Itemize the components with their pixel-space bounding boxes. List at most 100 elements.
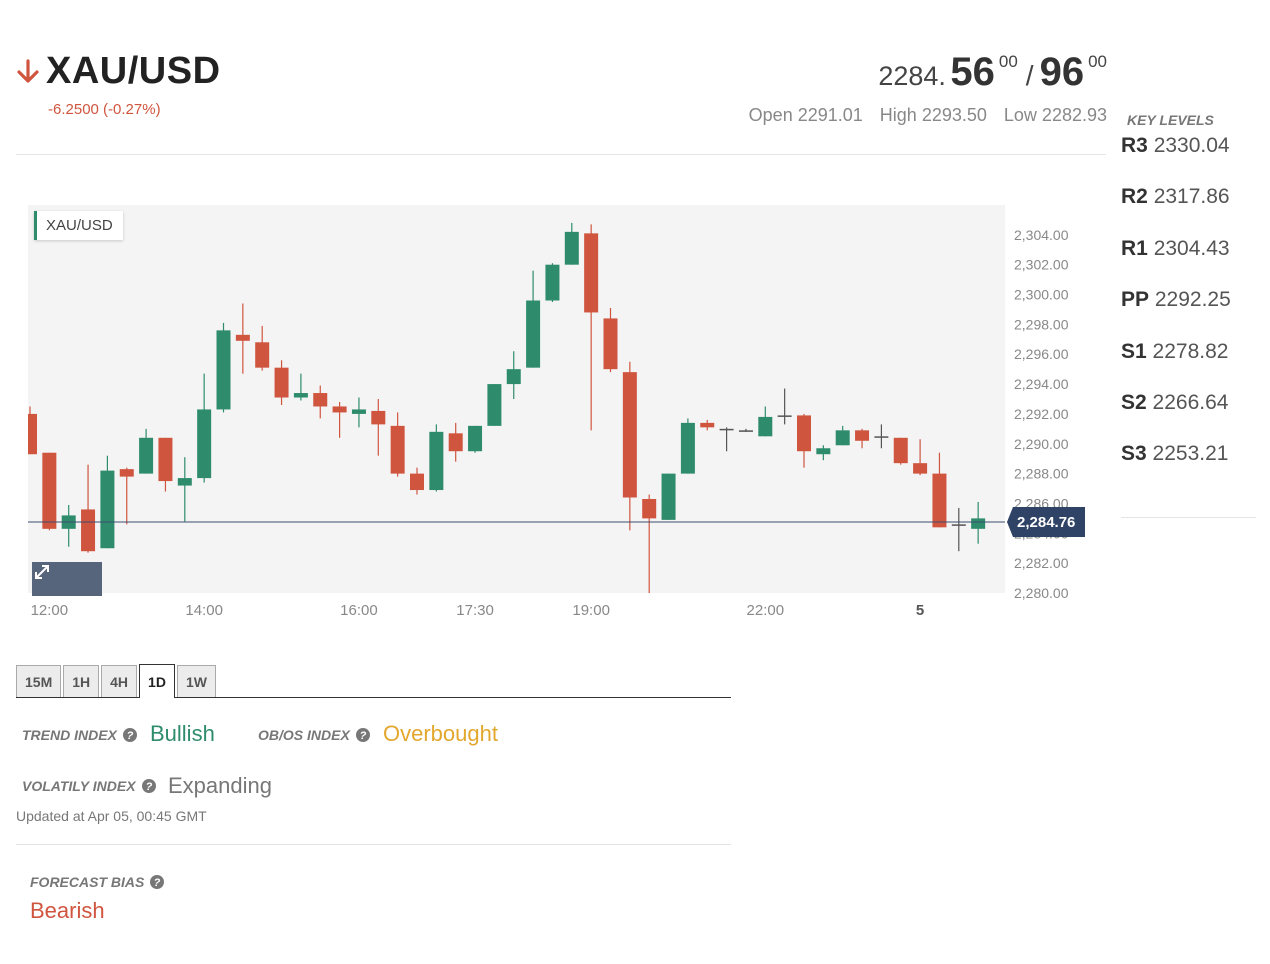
candle-body: [622, 372, 637, 498]
candle-body: [139, 437, 154, 474]
candle-body: [719, 428, 734, 431]
price-chart[interactable]: 2,280.002,282.002,284.002,286.002,288.00…: [28, 205, 1088, 620]
symbol-title: XAU/USD: [46, 50, 221, 92]
price-quote: 2284. 56 00/96 00: [878, 50, 1107, 95]
key-level-value: 2266.64: [1152, 390, 1229, 414]
symbol-header: XAU/USD: [16, 50, 221, 93]
chart-symbol-label: XAU/USD: [34, 211, 123, 240]
key-levels-panel: KEY LEVELS R3 2330.04 R2 2317.86 R1 2304.4…: [1121, 112, 1256, 493]
candle-body: [835, 430, 850, 446]
price-change: -6.2500 (-0.27%): [48, 101, 161, 118]
x-tick-label: 5: [916, 602, 924, 619]
candlestick-chart[interactable]: 2,280.002,282.002,284.002,286.002,288.00…: [28, 205, 1088, 620]
candle-body: [584, 233, 599, 313]
candle-body: [603, 318, 618, 370]
tab-1h[interactable]: 1H: [63, 665, 100, 697]
key-level-label: R1: [1121, 236, 1148, 260]
candle-body: [893, 437, 908, 464]
ask-price-fraction: 00: [1088, 52, 1107, 71]
key-level-label: S2: [1121, 390, 1147, 414]
tab-1w[interactable]: 1W: [176, 665, 216, 697]
y-tick-label: 2,304.00: [1014, 227, 1069, 243]
y-tick-label: 2,290.00: [1014, 436, 1069, 452]
candle-body: [506, 369, 521, 385]
candle-body: [545, 264, 560, 301]
key-levels-divider: [1121, 517, 1256, 518]
svg-text:?: ?: [154, 877, 161, 889]
key-level-r2: R2 2317.86: [1121, 184, 1256, 235]
x-tick-label: 17:30: [456, 602, 494, 619]
trend-index-label: TREND INDEX ?: [22, 727, 137, 743]
last-price-tag: [1007, 506, 1085, 537]
candle-body: [81, 509, 96, 552]
key-level-value: 2317.86: [1153, 185, 1230, 209]
candle-body: [119, 469, 134, 477]
key-level-s2: S2 2266.64: [1121, 390, 1256, 441]
key-level-r1: R1 2304.43: [1121, 236, 1256, 287]
candle-body: [42, 452, 57, 529]
key-level-label: R2: [1121, 185, 1148, 209]
candle-body: [429, 431, 444, 491]
obos-index-text: OB/OS INDEX: [258, 727, 350, 743]
trend-index-value: Bullish: [150, 721, 215, 746]
svg-text:?: ?: [127, 730, 134, 742]
question-circle-icon[interactable]: ?: [141, 779, 156, 793]
x-tick-label: 12:00: [31, 602, 69, 619]
x-tick-label: 19:00: [572, 602, 610, 619]
candle-body: [235, 334, 250, 341]
candle-body: [216, 330, 231, 410]
key-level-label: R3: [1121, 134, 1148, 157]
candle-body: [351, 409, 366, 414]
key-level-r3: R3 2330.04: [1121, 133, 1256, 184]
key-level-label: S3: [1121, 442, 1147, 466]
tab-15m[interactable]: 15M: [16, 665, 62, 697]
candle-body: [680, 422, 695, 474]
candle-body: [758, 416, 773, 437]
question-circle-icon[interactable]: ?: [150, 875, 165, 889]
candle-body: [874, 436, 889, 438]
chart-plot-area: [28, 205, 1005, 593]
candle-body: [371, 410, 386, 425]
expand-chart-button[interactable]: [32, 562, 102, 596]
y-tick-label: 2,294.00: [1014, 376, 1069, 392]
key-levels-title: KEY LEVELS: [1127, 112, 1214, 128]
y-tick-label: 2,288.00: [1014, 466, 1069, 482]
forecast-bias-value: Bearish: [30, 898, 105, 923]
candle-body: [661, 473, 676, 520]
candle-body: [700, 422, 715, 428]
candle-body: [177, 478, 192, 486]
key-level-value: 2253.21: [1152, 442, 1229, 466]
candle-body: [100, 470, 115, 549]
key-level-label: PP: [1121, 288, 1150, 312]
key-level-s1: S1 2278.82: [1121, 339, 1256, 390]
candle-body: [468, 425, 483, 452]
candle-body: [28, 413, 37, 455]
question-circle-icon[interactable]: ?: [122, 728, 137, 742]
y-tick-label: 2,292.00: [1014, 406, 1069, 422]
x-tick-label: 22:00: [747, 602, 785, 619]
key-level-s3: S3 2253.21: [1121, 441, 1256, 492]
candle-body: [332, 406, 347, 413]
candle-body: [951, 524, 966, 526]
tab-4h[interactable]: 4H: [101, 665, 138, 697]
y-tick-label: 2,296.00: [1014, 346, 1069, 362]
question-circle-icon[interactable]: ?: [355, 728, 370, 742]
candle-body: [448, 433, 463, 452]
candle-body: [564, 231, 579, 265]
candle-body: [313, 393, 328, 407]
candle-body: [158, 437, 173, 482]
candle-body: [971, 518, 986, 529]
ask-price: 96: [1039, 50, 1085, 94]
y-tick-label: 2,280.00: [1014, 585, 1069, 601]
last-price-value: 2,284.76: [1017, 514, 1075, 531]
key-level-value: 2304.43: [1153, 236, 1230, 260]
candle-body: [410, 473, 424, 491]
key-levels-list: R3 2330.04 R2 2317.86 R1 2304.43 PP 2292.25…: [1121, 133, 1256, 493]
tab-1d[interactable]: 1D: [139, 664, 175, 698]
key-level-value: 2330.04: [1153, 134, 1230, 157]
obos-index-label: OB/OS INDEX ?: [258, 727, 370, 743]
low-price: Low 2282.93: [1003, 105, 1107, 125]
key-level-pp: PP 2292.25: [1121, 287, 1256, 338]
svg-text:?: ?: [145, 781, 152, 793]
candle-body: [913, 463, 928, 474]
